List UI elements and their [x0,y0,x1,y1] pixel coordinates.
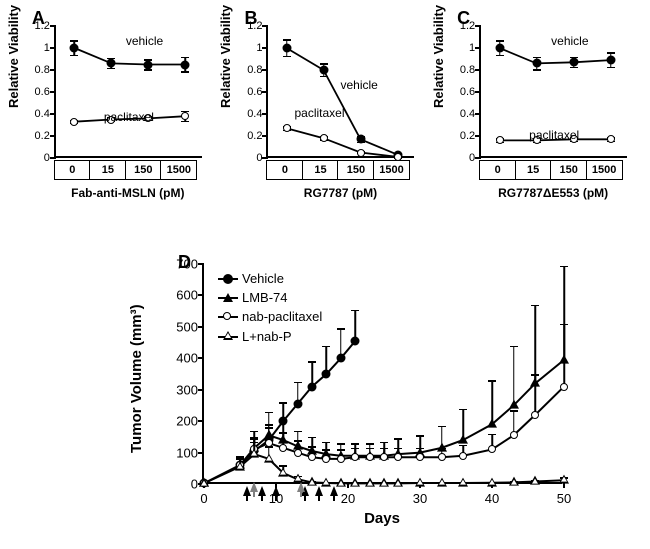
legend-label: Vehicle [242,270,284,288]
plot-area: 00.20.40.60.811.2vehiclepaclitaxel [479,26,627,158]
panel-d: DTumor Volume (mm³)010020030040050060070… [120,248,575,538]
plot-area: 00.20.40.60.811.2vehiclepaclitaxel [54,26,202,158]
y-axis-label: Relative Viability [431,5,446,108]
y-axis-label: Relative Viability [218,5,233,108]
x-axis-categories: 0151501500 [54,160,198,180]
panel-c: CRelative Viability00.20.40.60.811.2vehi… [435,8,640,233]
x-axis-label: Days [202,510,562,527]
x-axis-label: RG7787 (pM) [266,186,414,200]
y-axis-label: Tumor Volume (mm³) [128,304,145,453]
legend-label: nab-paclitaxel [242,308,322,326]
plot-area: 00.20.40.60.811.2vehiclepaclitaxel [266,26,414,158]
panel-b: BRelative Viability00.20.40.60.811.2vehi… [222,8,427,233]
y-axis-label: Relative Viability [6,5,21,108]
legend: VehicleLMB-74nab-paclitaxel L+nab-P [218,270,322,347]
x-axis-categories: 0151501500 [266,160,410,180]
legend-label: L+nab-P [242,328,292,346]
x-axis-categories: 0151501500 [479,160,623,180]
x-axis-label: Fab-anti-MSLN (pM) [54,186,202,200]
legend-label: LMB-74 [242,289,288,307]
panel-a: ARelative Viability00.20.40.60.811.2vehi… [10,8,215,233]
x-axis-label: RG7787ΔE553 (pM) [479,186,627,200]
